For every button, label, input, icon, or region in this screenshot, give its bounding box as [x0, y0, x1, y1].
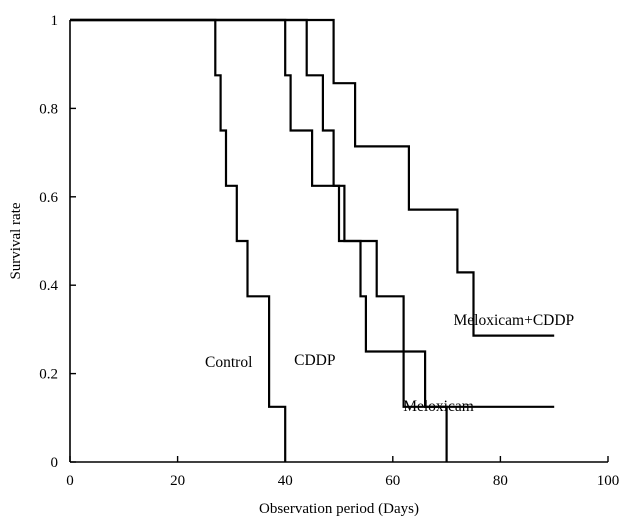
- x-ticks: 0 20 40 60 80 100: [66, 456, 619, 489]
- x-tick-label: 80: [493, 473, 508, 489]
- x-axis-label: Observation period (Days): [259, 501, 419, 517]
- y-axis-label: Survival rate: [8, 202, 24, 279]
- x-tick-label: 40: [278, 473, 293, 489]
- curve-cddp: [70, 18, 448, 462]
- curve-meloxicam: [70, 18, 555, 408]
- label-meloxicam-cddp: Meloxicam+CDDP: [454, 312, 575, 329]
- axes: [69, 20, 608, 463]
- y-tick-label: 0.6: [39, 190, 58, 206]
- curve-meloxicam-cddp: [70, 18, 555, 337]
- label-meloxicam: Meloxicam: [403, 398, 474, 415]
- label-control: Control: [205, 354, 252, 371]
- series-labels: Control CDDP Meloxicam Meloxicam+CDDP: [205, 312, 574, 415]
- x-tick-label: 60: [385, 473, 400, 489]
- y-ticks: 0 0.2 0.4 0.6 0.8 1: [39, 13, 76, 471]
- x-tick-label: 0: [66, 473, 74, 489]
- y-tick-label: 1: [51, 13, 59, 29]
- y-tick-label: 0.2: [39, 367, 58, 383]
- y-tick-label: 0.8: [39, 101, 58, 117]
- survival-curves: [70, 18, 555, 462]
- y-tick-label: 0: [51, 455, 59, 471]
- x-tick-label: 100: [597, 473, 620, 489]
- y-tick-label: 0.4: [39, 278, 58, 294]
- x-tick-label: 20: [170, 473, 185, 489]
- curve-control: [70, 18, 287, 462]
- label-cddp: CDDP: [294, 352, 335, 369]
